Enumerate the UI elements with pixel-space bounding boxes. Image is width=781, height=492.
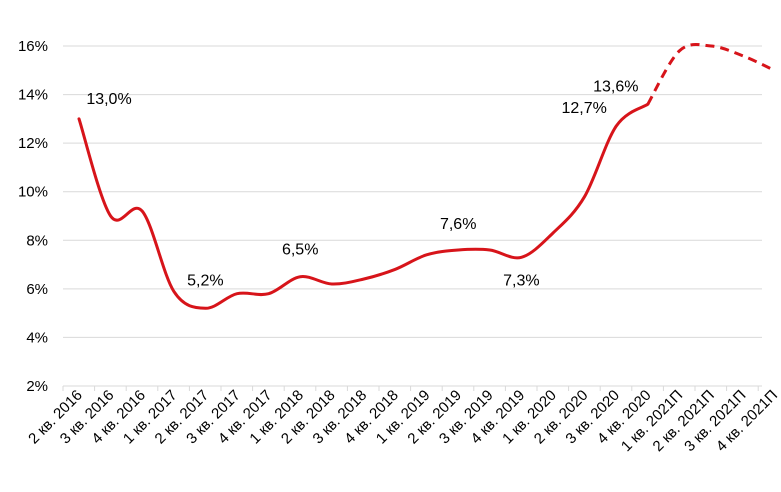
- series-line: [77, 42, 775, 310]
- data-label: 7,6%: [440, 216, 476, 233]
- data-label: 12,7%: [562, 100, 607, 117]
- data-label: 5,2%: [187, 272, 223, 289]
- y-tick-label: 2%: [26, 378, 48, 395]
- y-axis-ticks: 2% 4% 6% 8% 10% 12% 14% 16%: [18, 38, 48, 395]
- y-tick-label: 14%: [18, 87, 48, 104]
- y-tick-label: 6%: [26, 281, 48, 298]
- y-tick-label: 12%: [18, 135, 48, 152]
- gridlines: [63, 45, 762, 387]
- y-tick-label: 4%: [26, 329, 48, 346]
- y-tick-label: 10%: [18, 184, 48, 201]
- y-tick-label: 16%: [18, 38, 48, 55]
- data-label: 7,3%: [503, 272, 539, 289]
- y-tick-label: 8%: [26, 232, 48, 249]
- data-label: 6,5%: [282, 242, 318, 259]
- series-line-forecast: [646, 42, 775, 106]
- data-label: 13,6%: [593, 78, 638, 95]
- data-labels: 13,0% 5,2% 6,5% 7,6% 7,3% 12,7% 13,6%: [86, 78, 638, 289]
- series-line-actual: [77, 102, 650, 310]
- data-label: 13,0%: [86, 91, 131, 108]
